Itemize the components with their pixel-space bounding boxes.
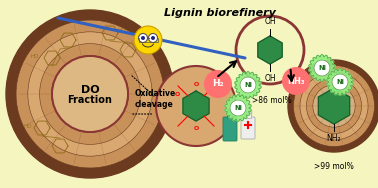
Circle shape [28,32,152,156]
Circle shape [307,78,362,134]
Circle shape [63,67,117,121]
Text: HO: HO [31,54,39,58]
Circle shape [240,77,256,93]
Text: Fraction: Fraction [68,95,112,105]
Text: O: O [212,92,218,98]
Polygon shape [318,88,350,124]
Text: Lignin biorefinery: Lignin biorefinery [164,8,276,18]
Circle shape [288,60,378,152]
Bar [244,111,252,114]
Circle shape [236,16,304,84]
Text: NH₂: NH₂ [327,69,341,78]
Circle shape [313,85,355,127]
Polygon shape [258,36,282,64]
Text: HO: HO [24,124,32,129]
Circle shape [230,100,246,116]
Text: Ni: Ni [244,82,252,88]
Text: H₂: H₂ [212,80,224,89]
Circle shape [151,36,155,40]
Bar [226,109,234,112]
Circle shape [332,74,348,90]
Circle shape [40,44,140,144]
Circle shape [300,72,368,140]
Text: >86 mol%: >86 mol% [252,96,292,105]
Circle shape [16,20,164,168]
FancyBboxPatch shape [241,117,255,139]
Circle shape [156,66,236,146]
Text: Ni: Ni [234,105,242,111]
Text: O: O [174,92,180,98]
Text: O: O [194,82,198,86]
Circle shape [204,70,232,98]
Circle shape [141,36,145,40]
Text: Ni: Ni [318,65,326,71]
Text: NH₂: NH₂ [327,134,341,143]
Text: >99 mol%: >99 mol% [314,162,354,171]
Polygon shape [235,72,261,98]
Circle shape [282,67,310,95]
Bar [245,113,251,118]
Polygon shape [309,55,335,81]
Text: DO: DO [81,85,99,95]
Circle shape [149,33,158,42]
Text: Ni: Ni [336,79,344,85]
Circle shape [6,10,174,178]
Polygon shape [183,91,209,121]
Polygon shape [327,69,353,96]
Text: OH: OH [264,17,276,26]
Text: O: O [194,126,198,130]
Circle shape [51,55,129,133]
Text: NH₃: NH₃ [287,77,305,86]
Text: Oxidative
cleavage: Oxidative cleavage [135,89,176,109]
Polygon shape [225,95,251,121]
Bar [227,112,233,118]
Text: HO: HO [118,27,126,33]
Circle shape [134,26,162,54]
Circle shape [319,91,349,121]
Text: OH: OH [264,74,276,83]
FancyBboxPatch shape [223,117,237,141]
Circle shape [294,66,375,146]
Circle shape [52,56,128,132]
Circle shape [138,33,147,42]
Circle shape [314,60,330,76]
